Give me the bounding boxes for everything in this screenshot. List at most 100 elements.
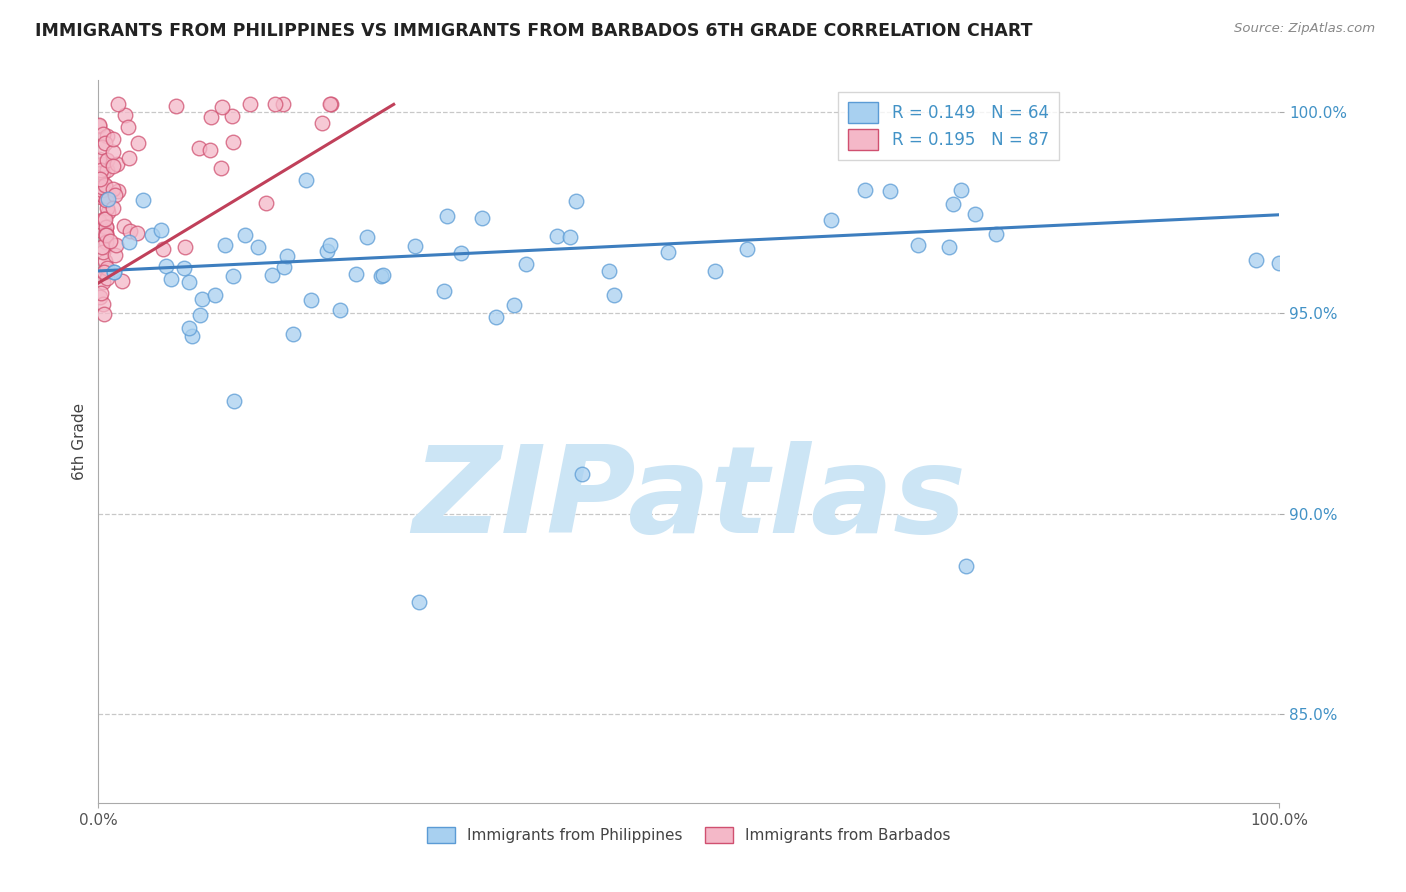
Point <box>188 309 211 323</box>
Point <box>89 187 111 202</box>
Point <box>96 129 118 144</box>
Point <box>91 187 114 202</box>
Point <box>94 220 117 235</box>
Point <box>965 207 987 221</box>
Point <box>173 261 195 276</box>
Point <box>90 162 112 177</box>
Point <box>938 240 960 254</box>
Point <box>96 228 118 243</box>
Point <box>94 220 117 235</box>
Point <box>329 303 352 318</box>
Point <box>546 229 568 244</box>
Y-axis label: 6th Grade: 6th Grade <box>72 403 87 480</box>
Point <box>276 249 298 263</box>
Point <box>450 245 472 260</box>
Point <box>96 226 118 240</box>
Point <box>239 97 262 112</box>
Point <box>190 293 212 307</box>
Point <box>188 141 211 155</box>
Point <box>408 595 430 609</box>
Point <box>316 244 339 258</box>
Point <box>91 183 114 197</box>
Point <box>90 239 112 253</box>
Point <box>96 189 118 203</box>
Point <box>90 224 112 238</box>
Point <box>211 100 233 114</box>
Point <box>160 271 183 285</box>
Point <box>177 321 200 335</box>
Point <box>879 185 901 199</box>
Point <box>141 227 163 242</box>
Point <box>87 119 110 133</box>
Point <box>112 219 135 234</box>
Point <box>105 237 128 252</box>
Point <box>177 275 200 289</box>
Point <box>91 157 114 171</box>
Point <box>90 180 112 194</box>
Point <box>132 193 155 207</box>
Point <box>233 228 256 243</box>
Point <box>955 559 977 574</box>
Point <box>96 193 118 207</box>
Point <box>96 153 118 168</box>
Point <box>321 97 343 112</box>
Point <box>90 190 112 204</box>
Point <box>91 140 114 154</box>
Point <box>820 212 842 227</box>
Point <box>180 329 202 343</box>
Point <box>101 132 124 146</box>
Point <box>93 253 115 268</box>
Point <box>114 108 136 122</box>
Point <box>373 268 395 283</box>
Point <box>299 293 322 308</box>
Point <box>984 227 1007 241</box>
Point <box>104 248 127 262</box>
Point <box>107 97 129 112</box>
Point <box>200 110 222 124</box>
Point <box>209 161 232 175</box>
Point <box>571 467 593 481</box>
Point <box>149 222 172 236</box>
Point <box>657 244 679 259</box>
Point <box>263 97 285 112</box>
Point <box>96 260 118 275</box>
Point <box>598 264 620 278</box>
Point <box>103 265 125 279</box>
Point <box>97 192 120 206</box>
Point <box>356 230 378 244</box>
Point <box>165 99 187 113</box>
Point <box>91 276 114 290</box>
Point <box>94 263 117 277</box>
Point <box>704 264 727 278</box>
Point <box>271 97 294 112</box>
Point <box>94 178 117 193</box>
Point <box>89 290 111 304</box>
Point <box>127 136 149 151</box>
Point <box>855 183 877 197</box>
Point <box>98 235 121 249</box>
Point <box>101 202 124 216</box>
Point <box>404 238 426 252</box>
Point <box>942 196 965 211</box>
Point <box>101 145 124 160</box>
Point <box>436 209 458 223</box>
Point <box>91 244 114 259</box>
Point <box>155 259 177 273</box>
Point <box>93 136 115 150</box>
Point <box>104 188 127 202</box>
Point <box>93 212 115 227</box>
Point <box>89 214 111 228</box>
Point <box>224 394 246 409</box>
Point <box>907 238 929 252</box>
Point <box>198 143 221 157</box>
Point <box>118 224 141 238</box>
Point <box>204 287 226 301</box>
Point <box>273 260 295 274</box>
Point <box>93 307 115 321</box>
Point <box>558 229 581 244</box>
Text: ZIPatlas: ZIPatlas <box>412 441 966 558</box>
Point <box>93 189 115 203</box>
Point <box>111 274 134 288</box>
Point <box>433 285 456 299</box>
Point <box>950 183 973 197</box>
